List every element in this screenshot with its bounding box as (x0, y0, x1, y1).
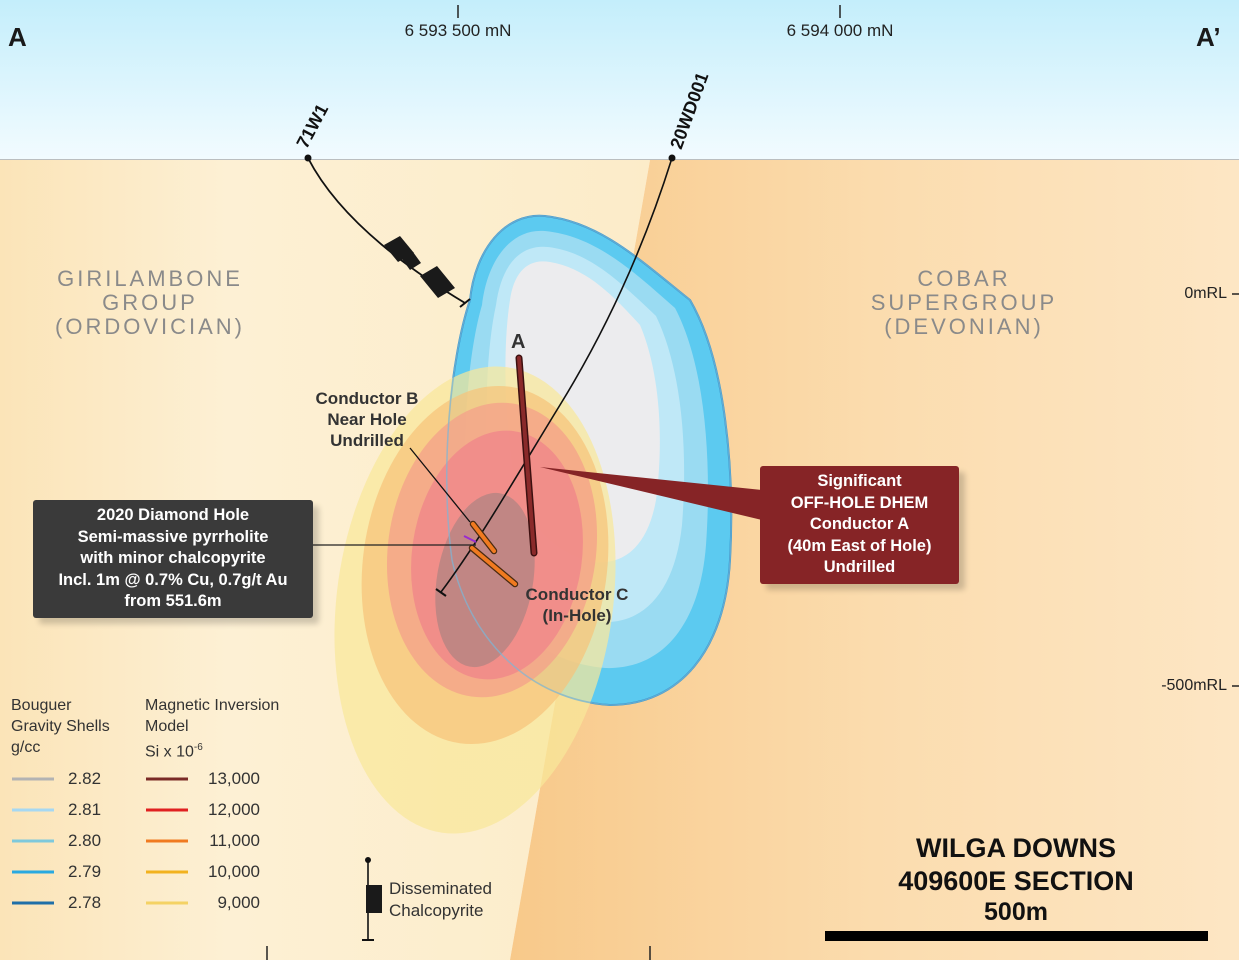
legend-label-line: Chalcopyrite (389, 901, 484, 920)
northing-label: 6 594 000 mN (786, 21, 894, 40)
unit-label-line: (ORDOVICIAN) (55, 314, 245, 339)
section-label-right: A’ (1196, 22, 1221, 52)
legend-value-2-82: 2.82 (68, 769, 102, 788)
elevation-label: 0mRL (1184, 285, 1227, 302)
conductor-c-plate-core (470, 546, 517, 586)
dhem-conductor-callout: Significant OFF-HOLE DHEM Conductor A (4… (760, 466, 959, 584)
drill-hole-20wd001-collar (668, 154, 676, 162)
conductor-c-label: Conductor C (In-Hole) (512, 584, 642, 626)
magnetic-legend-title: Magnetic Inversion Model Si x 10-6 (145, 695, 279, 762)
callout-line: OFF-HOLE DHEM (790, 493, 929, 512)
callout-line: Conductor A (809, 515, 910, 534)
dhem-callout-pointer (540, 467, 762, 520)
conductor-a-marker: A (511, 331, 526, 353)
sky-band (0, 0, 1239, 160)
legend-value-2-81: 2.81 (68, 800, 102, 819)
legend-unit: Si x 10-6 (145, 737, 279, 762)
legend-value-9000: 9,000 (217, 893, 260, 912)
legend-title-line: Model (145, 718, 189, 735)
chalcopyrite-legend-label: Disseminated Chalcopyrite (389, 878, 492, 922)
title-line: 409600E SECTION (898, 866, 1134, 896)
legend-value-13000: 13,000 (208, 769, 260, 788)
legend-value-2-80: 2.80 (68, 831, 102, 850)
legend-value-12000: 12,000 (208, 800, 260, 819)
conductor-b-line: Undrilled (330, 431, 404, 450)
unit-label-line: SUPERGROUP (870, 290, 1058, 315)
chalcopyrite-legend-collar (365, 857, 371, 863)
legend-title-line: g/cc (11, 739, 41, 756)
title-line: WILGA DOWNS (916, 833, 1116, 863)
callout-line: Undrilled (823, 558, 896, 577)
conductor-b-line: Conductor B (315, 389, 419, 408)
girilambone-label: GIRILAMBONE GROUP (ORDOVICIAN) (20, 267, 280, 339)
scale-bar-label: 500m (984, 898, 1048, 926)
diamond-hole-callout: 2020 Diamond Hole Semi-massive pyrrholit… (33, 500, 313, 618)
conductor-c-line: Conductor C (525, 585, 629, 604)
intercept-marker (463, 535, 477, 543)
conductor-b-leader (409, 447, 471, 523)
northing-label: 6 593 500 mN (404, 21, 512, 40)
chalcopyrite-interval (420, 266, 455, 298)
section-label-left: A (8, 22, 27, 52)
legend-value-10000: 10,000 (208, 862, 260, 881)
scale-bar (825, 931, 1208, 941)
unit-label-line: GIRILAMBONE (57, 266, 243, 291)
mag-shell-13000 (435, 492, 535, 668)
cobar-label: COBAR SUPERGROUP (DEVONIAN) (834, 267, 1094, 339)
callout-line: from 551.6m (124, 592, 222, 611)
legend-value-2-78: 2.78 (68, 893, 102, 912)
conductor-b-line: Near Hole (327, 410, 407, 429)
unit-label-line: COBAR (917, 266, 1011, 291)
chalcopyrite-interval (402, 252, 421, 270)
gravity-legend-title: Bouguer Gravity Shells g/cc (11, 695, 110, 758)
conductor-c-line: (In-Hole) (542, 606, 612, 625)
callout-line: Significant (817, 472, 902, 491)
legend-title-line: Magnetic Inversion (145, 697, 280, 714)
elevation-label: -500mRL (1161, 677, 1227, 694)
legend-value-2-79: 2.79 (68, 862, 102, 881)
drill-hole-71w1-collar (304, 154, 312, 162)
callout-line: Semi-massive pyrrholite (77, 527, 269, 546)
drill-hole-71w1-end (459, 298, 471, 308)
legend-value-11000: 11,000 (209, 831, 260, 850)
legend-unit-base: Si x 10 (145, 743, 194, 761)
drill-hole-20wd001-end (435, 588, 447, 597)
chalcopyrite-interval (384, 236, 414, 262)
conductor-b-plate-core (471, 522, 496, 553)
unit-label-line: (DEVONIAN) (884, 314, 1044, 339)
callout-line: Incl. 1m @ 0.7% Cu, 0.7g/t Au (58, 570, 288, 589)
chalcopyrite-legend-block (366, 885, 382, 913)
unit-label-line: GROUP (102, 290, 198, 315)
callout-line: with minor chalcopyrite (80, 549, 266, 568)
callout-line: (40m East of Hole) (787, 536, 932, 555)
legend-unit-exponent: -6 (193, 742, 203, 753)
gravity-shell-outline (446, 215, 732, 706)
legend-title-line: Bouguer (11, 697, 72, 714)
conductor-b-label: Conductor B Near Hole Undrilled (297, 388, 437, 451)
callout-line: 2020 Diamond Hole (96, 506, 250, 525)
legend-label-line: Disseminated (389, 879, 492, 898)
section-title: WILGA DOWNS 409600E SECTION (880, 832, 1152, 898)
conductor-a-plate-core (517, 356, 536, 555)
legend-title-line: Gravity Shells (11, 718, 110, 735)
